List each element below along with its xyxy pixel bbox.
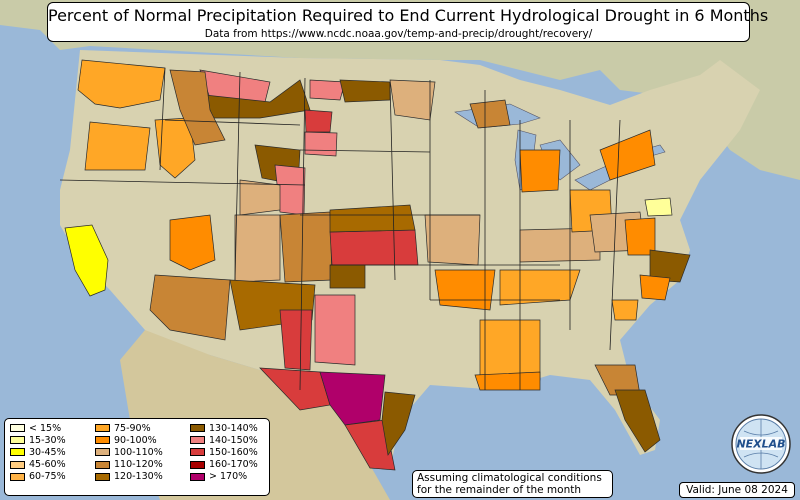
legend-swatch xyxy=(10,460,25,469)
legend-swatch xyxy=(95,424,110,433)
region-mo-tan xyxy=(424,214,481,266)
legend-item: 30-45% xyxy=(10,446,66,458)
legend-item: 130-140% xyxy=(190,422,258,434)
region-wa-orange xyxy=(77,59,166,109)
region-nd-pink xyxy=(309,79,346,101)
region-nm-red xyxy=(279,309,313,371)
assumption-note: Assuming climatological conditions for t… xyxy=(412,470,613,498)
legend-item: 60-75% xyxy=(10,471,66,483)
legend-label: 30-45% xyxy=(29,446,66,458)
region-co-tan xyxy=(234,214,281,283)
canada-landmass xyxy=(0,0,800,180)
region-co-brown xyxy=(279,211,333,283)
legend-label: 120-130% xyxy=(114,471,163,483)
legend-label: 110-120% xyxy=(114,459,163,471)
state-borders xyxy=(59,67,621,391)
legend-label: < 15% xyxy=(29,422,62,434)
region-la-orange xyxy=(474,371,541,391)
legend-column-3: 130-140% 140-150% 150-160% 160-170% > 170% xyxy=(190,422,258,483)
map-subtitle: Data from https://www.ncdc.noaa.gov/temp… xyxy=(204,28,593,40)
region-tx-red-south xyxy=(344,419,396,471)
region-ne-brown xyxy=(329,204,416,233)
legend-swatch xyxy=(190,436,205,445)
region-az-brown xyxy=(149,274,231,341)
legend-label: 90-100% xyxy=(114,434,157,446)
region-sd-red xyxy=(304,109,333,133)
region-nv-orange xyxy=(169,214,216,271)
valid-date: Valid: June 08 2024 xyxy=(679,482,795,498)
legend-item: > 170% xyxy=(190,471,258,483)
legend-item: 120-130% xyxy=(95,471,163,483)
region-tx-pink xyxy=(314,294,356,366)
legend-item: 75-90% xyxy=(95,422,163,434)
legend-swatch xyxy=(10,472,25,481)
region-ca-yellow xyxy=(64,224,109,297)
legend-label: 75-90% xyxy=(114,422,151,434)
legend-label: 150-160% xyxy=(209,446,258,458)
region-ok-darkbrown xyxy=(329,264,366,289)
legend-swatch xyxy=(10,448,25,457)
legend-item: 140-150% xyxy=(190,434,258,446)
region-nd-darkbrown xyxy=(339,79,391,103)
legend-item: 110-120% xyxy=(95,459,163,471)
legend-label: 130-140% xyxy=(209,422,258,434)
region-in-orange xyxy=(519,149,561,193)
legend-swatch xyxy=(190,448,205,457)
legend-label: 15-30% xyxy=(29,434,66,446)
region-ks-red xyxy=(329,229,419,266)
legend-item: 90-100% xyxy=(95,434,163,446)
logo-text: NEXLAB xyxy=(736,438,785,451)
legend-column-1: < 15% 15-30% 30-45% 45-60% 60-75% xyxy=(10,422,66,483)
note-line-2: for the remainder of the month xyxy=(417,484,582,496)
legend-swatch xyxy=(190,460,205,469)
region-md-yellow xyxy=(644,197,673,217)
legend-swatch xyxy=(10,424,25,433)
legend-label: 160-170% xyxy=(209,459,258,471)
legend-swatch xyxy=(10,436,25,445)
legend-label: 140-150% xyxy=(209,434,258,446)
region-pa-orange xyxy=(599,129,656,181)
legend-swatch xyxy=(95,472,110,481)
region-ky-tan xyxy=(519,227,601,263)
legend-label: > 170% xyxy=(209,471,248,483)
map-title: Percent of Normal Precipitation Required… xyxy=(48,6,769,25)
region-tx-brown-east xyxy=(381,391,416,456)
legend-item: 150-160% xyxy=(190,446,258,458)
region-ar-orange xyxy=(434,269,496,311)
legend-item: 100-110% xyxy=(95,446,163,458)
region-nc-orange xyxy=(639,274,671,301)
region-or-orange xyxy=(84,121,151,171)
legend: < 15% 15-30% 30-45% 45-60% 60-75% 75-90% 90-1… xyxy=(4,418,270,496)
legend-label: 100-110% xyxy=(114,446,163,458)
nexlab-globe-logo: NEXLAB xyxy=(731,414,791,474)
region-ut-tan xyxy=(239,179,281,216)
legend-swatch xyxy=(95,460,110,469)
note-line-1: Assuming climatological conditions xyxy=(417,472,602,484)
region-mn-tan xyxy=(389,79,436,121)
region-va-orange xyxy=(624,217,656,256)
legend-item: 45-60% xyxy=(10,459,66,471)
legend-swatch xyxy=(95,448,110,457)
legend-label: 45-60% xyxy=(29,459,66,471)
legend-label: 60-75% xyxy=(29,471,66,483)
legend-swatch xyxy=(95,436,110,445)
legend-item: 15-30% xyxy=(10,434,66,446)
region-nc-brown xyxy=(649,249,691,283)
title-box: Percent of Normal Precipitation Required… xyxy=(47,2,769,42)
region-id-brown xyxy=(169,69,226,146)
legend-swatch xyxy=(190,424,205,433)
region-mi-brown xyxy=(469,99,511,129)
legend-item: 160-170% xyxy=(190,459,258,471)
region-ga-orange xyxy=(611,299,639,321)
region-sd-pink xyxy=(304,131,338,157)
legend-item: < 15% xyxy=(10,422,66,434)
region-fl-darkbrown xyxy=(614,389,661,453)
legend-column-2: 75-90% 90-100% 100-110% 110-120% 120-130% xyxy=(95,422,163,483)
legend-swatch xyxy=(190,472,205,481)
